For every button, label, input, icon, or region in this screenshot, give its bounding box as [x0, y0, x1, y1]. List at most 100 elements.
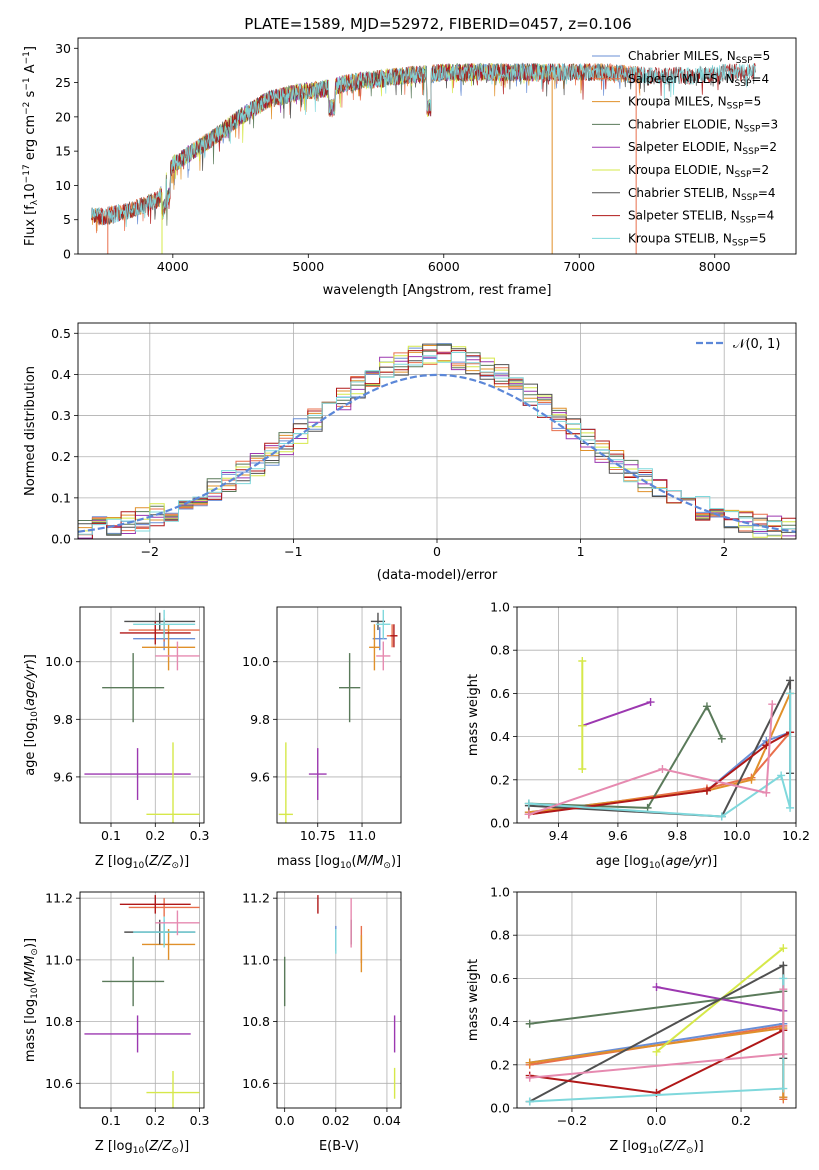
legend-label-tail: =5: [753, 49, 771, 63]
y-axis-label-part: mass [log: [23, 999, 38, 1062]
legend-label-main: Kroupa ELODIE, N: [628, 163, 735, 177]
weight-marker: [525, 1058, 534, 1067]
weight-marker: [779, 1050, 788, 1058]
weight-line: [529, 990, 784, 1025]
y-tick-label: 11.0: [45, 952, 73, 967]
x-tick-label: 0: [433, 544, 441, 559]
weight-line: [581, 701, 651, 727]
y-tick-label: 0.0: [490, 1101, 510, 1116]
errorbar-extra_pink: [376, 641, 391, 671]
legend-label: Kroupa ELODIE, NSSP=2: [628, 163, 769, 180]
x-tick-label: 9.4: [549, 828, 569, 843]
x-axis-label-part: 10: [340, 861, 352, 871]
y-axis-label-part: mass weight: [466, 674, 481, 756]
y-axis-label-part: ⊙: [30, 948, 40, 956]
x-axis-label-part: Z/Z: [148, 1139, 172, 1154]
errorbar-salpeter-elodie: [84, 748, 191, 800]
x-tick-label: 10.75: [300, 828, 336, 843]
legend-label: Chabrier MILES, NSSP=5: [628, 49, 770, 66]
y-tick-label: 10.8: [45, 1014, 73, 1029]
y-tick-label: 10.6: [242, 1076, 270, 1091]
weight-marker: [777, 771, 786, 780]
spectrum-line-salpeter-miles: [91, 62, 641, 234]
weight-marker: [652, 1047, 661, 1056]
plot-area-age_vs_Z: [84, 609, 200, 823]
x-tick-label: 0.1: [101, 1113, 121, 1128]
legend-label-tail: =3: [760, 117, 778, 131]
axes-frame: [79, 891, 205, 1109]
legend-label-sub: SSP: [735, 79, 752, 89]
errorbar-chabrier-elodie: [102, 653, 165, 723]
plot-area-spectrum: [91, 62, 756, 254]
y-axis-label-part: age [log: [23, 723, 38, 776]
y-tick-label: 15: [55, 144, 71, 159]
x-axis-label-part: ⊙: [383, 861, 391, 871]
x-axis-label: Z [log10(Z/Z⊙)]: [609, 1139, 703, 1156]
y-axis-label-part: Normed distribution: [23, 366, 38, 496]
x-axis-label-part: )]: [707, 854, 717, 869]
legend-label-main: Salpeter STELIB, N: [628, 209, 740, 223]
y-tick-label: 9.8: [53, 712, 73, 727]
legend-label: Salpeter STELIB, NSSP=4: [628, 209, 774, 226]
legend-label-tail: =5: [744, 95, 762, 109]
normal-curve: [78, 373, 796, 533]
weight-marker: [786, 689, 795, 698]
y-tick-label: 0.4: [51, 367, 71, 382]
legend-label-sub: SSP: [742, 147, 759, 157]
x-tick-label: −0.2: [557, 1113, 587, 1128]
y-axis-label-part: ]: [23, 46, 38, 51]
x-tick-label: 10.2: [782, 828, 810, 843]
x-axis-label-part: Z [log: [95, 1139, 133, 1154]
x-axis-label: mass [log10(M/M⊙)]: [277, 854, 401, 871]
x-axis-label-part: 10: [133, 861, 145, 871]
x-axis-label-part: E(B-V): [319, 1139, 359, 1154]
weight-marker: [578, 765, 587, 773]
errorbar-kroupa-elodie: [146, 742, 200, 823]
axes-frame: [79, 606, 205, 824]
weight-marker: [717, 734, 726, 743]
legend-label-sub: SSP: [740, 216, 757, 226]
plot-area-mass_vs_Z: [84, 895, 200, 1108]
spectrum-line-kroupa-stelib: [91, 62, 756, 228]
y-tick-label: 9.8: [250, 712, 270, 727]
weight-marker: [779, 944, 788, 953]
weight-marker: [702, 702, 711, 711]
weight-marker: [578, 721, 587, 730]
weight-marker: [525, 1097, 534, 1106]
legend-label-tail: =2: [751, 163, 769, 177]
x-tick-label: 0.1: [101, 828, 121, 843]
x-axis-label-part: (: [144, 1139, 149, 1154]
weight-series-extra_pink: [525, 985, 788, 1082]
x-axis-label: age [log10(age/yr)]: [596, 854, 718, 871]
weight-marker: [779, 985, 788, 994]
y-tick-label: 30: [55, 41, 71, 56]
x-axis-label-part: ⊙: [171, 861, 179, 871]
x-axis-label-part: )]: [391, 854, 401, 869]
weight-series-kroupa-elodie: [578, 657, 587, 773]
errorbar-salpeter-stelib: [119, 895, 191, 914]
weight-marker: [779, 961, 788, 970]
x-tick-label: 5000: [292, 259, 324, 274]
x-tick-label: 10.0: [723, 828, 751, 843]
y-tick-label: 0.6: [490, 971, 510, 986]
weight-marker: [646, 698, 655, 707]
weight-marker: [779, 1093, 788, 1102]
x-tick-label: 6000: [428, 259, 460, 274]
plot-area-mass_vs_ebv: [283, 895, 396, 1099]
y-tick-label: 1.0: [490, 885, 510, 900]
errorbar-kroupa-elodie: [278, 742, 293, 823]
legend-label-sub: SSP: [744, 124, 761, 134]
x-axis-label-part: 10: [133, 1146, 145, 1156]
y-tick-label: 0.3: [51, 408, 71, 423]
axes-frame: [516, 606, 797, 824]
x-axis-label-part: Z/Z: [663, 1139, 687, 1154]
weight-marker: [524, 799, 533, 808]
y-tick-label: 9.6: [250, 769, 270, 784]
legend-label-main: Salpeter ELODIE, N: [628, 140, 742, 154]
panel-spectrum: 4000 5000 6000 7000 8000 0 5 10 15 20 25 30 waveleng…: [22, 37, 797, 298]
x-tick-label: 2: [720, 544, 728, 559]
y-tick-label: 11.0: [242, 952, 270, 967]
x-axis-label-part: wavelength [Angstrom, rest frame]: [323, 283, 552, 298]
